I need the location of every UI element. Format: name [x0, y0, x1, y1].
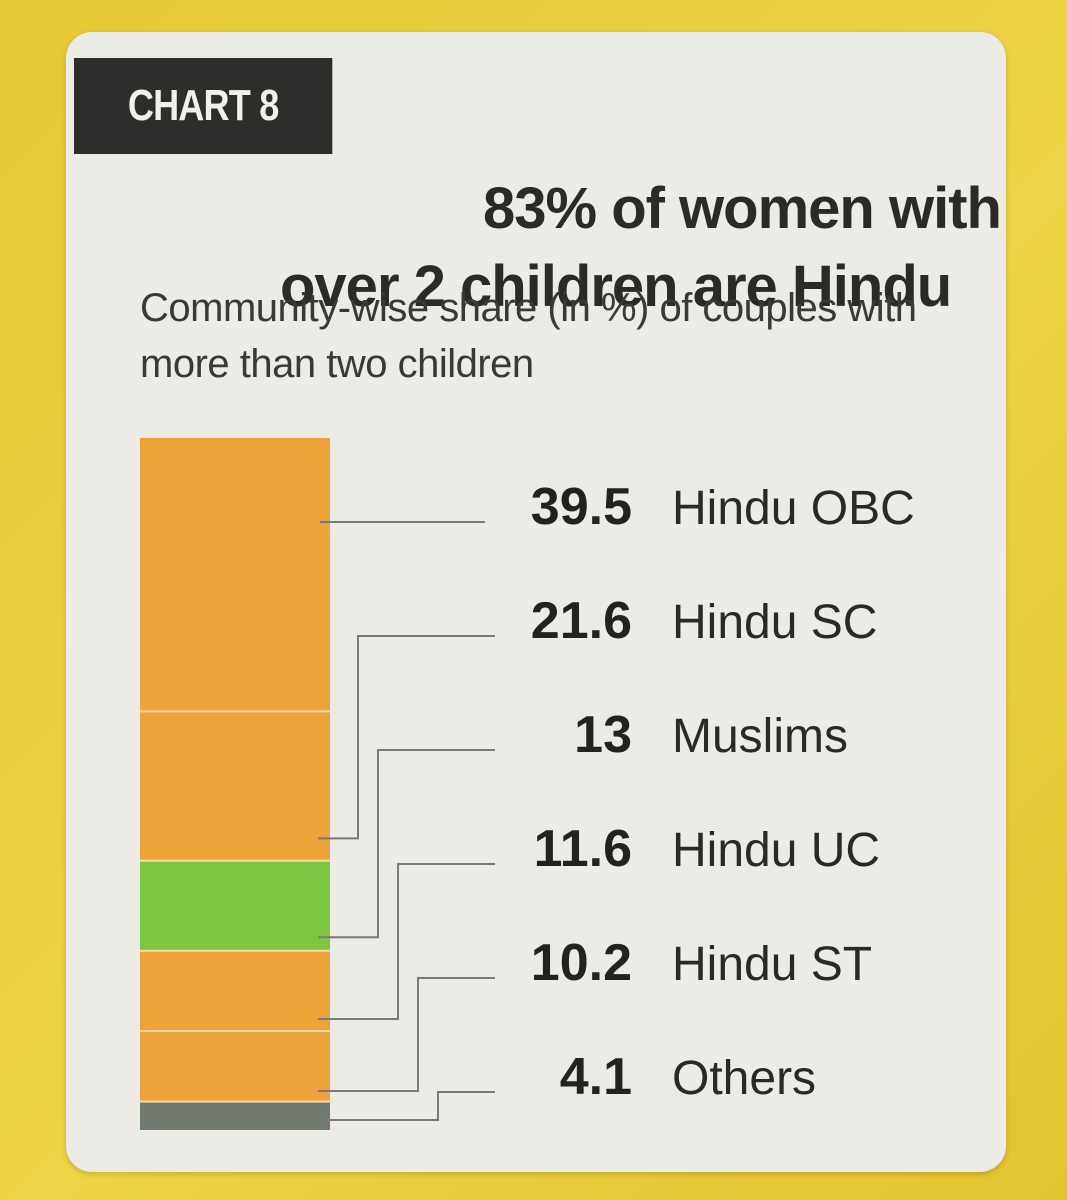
bar-segment-muslims: [140, 860, 330, 951]
data-labels: 39.5 Hindu OBC 21.6 Hindu SC 13 Muslims 11.6 Hi…: [531, 478, 915, 1106]
headline-line-2: over 2 children are Hindu: [280, 254, 952, 319]
leader-line-hindu-sc: [318, 635, 495, 840]
bar-segments: [140, 438, 330, 1130]
leader-line-muslims: [318, 749, 495, 939]
value-label-hindu-sc: 21.6: [531, 592, 632, 650]
headline-line-1: 83% of women with: [483, 176, 1002, 241]
category-label-muslims: Muslims: [672, 710, 848, 763]
leader-line-hindu-uc: [318, 863, 495, 1020]
category-label-hindu-uc: Hindu UC: [672, 824, 880, 877]
category-label-hindu-st: Hindu ST: [672, 938, 872, 991]
value-label-muslims: 13: [574, 706, 632, 764]
leader-line-others: [318, 1091, 495, 1121]
value-label-hindu-obc: 39.5: [531, 478, 632, 536]
category-label-others: Others: [672, 1052, 816, 1105]
category-label-hindu-sc: Hindu SC: [672, 596, 877, 649]
leader-lines: [318, 521, 495, 1121]
bar-segment-hindu-sc: [140, 711, 330, 861]
bar-segment-hindu-uc: [140, 950, 330, 1032]
value-label-hindu-st: 10.2: [531, 934, 632, 992]
value-label-hindu-uc: 11.6: [534, 820, 632, 878]
category-label-hindu-obc: Hindu OBC: [672, 482, 915, 535]
chart-number-badge: CHART 8: [74, 58, 333, 154]
value-label-others: 4.1: [560, 1048, 632, 1106]
chart-subtitle: Community-wise share (in %) of couples w…: [140, 286, 917, 386]
bar-segment-hindu-obc: [140, 438, 330, 712]
bar-segment-hindu-st: [140, 1031, 330, 1102]
bar-segment-others: [140, 1101, 330, 1130]
leader-line-hindu-st: [318, 977, 495, 1093]
